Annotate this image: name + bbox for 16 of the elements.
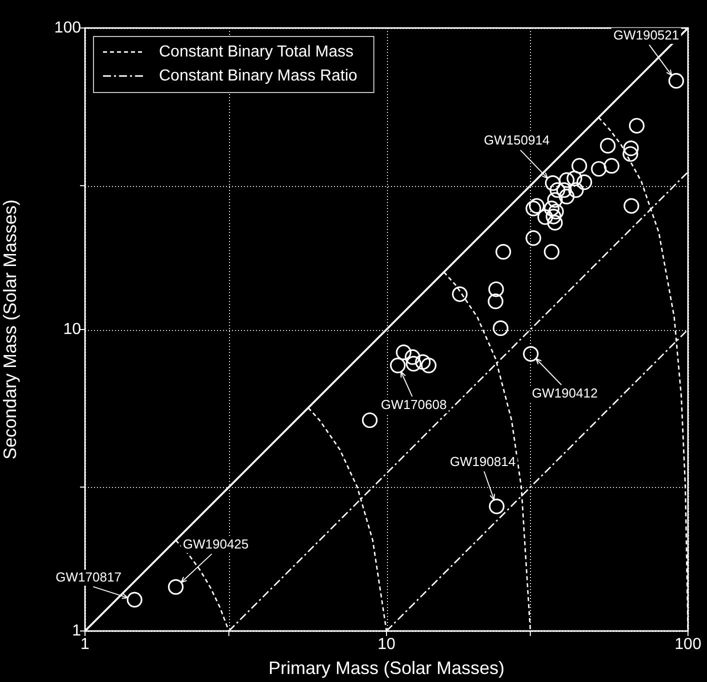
annotation: GW190412 <box>532 385 598 400</box>
y-tick-label: 10 <box>63 320 82 338</box>
y-axis-title: Secondary Mass (Solar Masses) <box>0 199 20 460</box>
y-tick-label: 1 <box>72 622 82 640</box>
x-tick-label: 100 <box>674 636 702 654</box>
x-axis-title: Primary Mass (Solar Masses) <box>268 658 505 678</box>
annotation: GW150914 <box>484 132 550 148</box>
annotation: GW190814 <box>450 454 516 469</box>
legend-label: Constant Binary Total Mass <box>159 43 354 60</box>
annotation: GW170608 <box>380 397 447 412</box>
y-tick-label: 100 <box>54 19 82 36</box>
x-tick-label: 10 <box>378 636 396 654</box>
annotation: GW170817 <box>56 569 122 584</box>
annotation: GW190521 <box>613 27 680 42</box>
legend-label: Constant Binary Mass Ratio <box>159 67 358 84</box>
annotation: GW190425 <box>182 536 249 552</box>
